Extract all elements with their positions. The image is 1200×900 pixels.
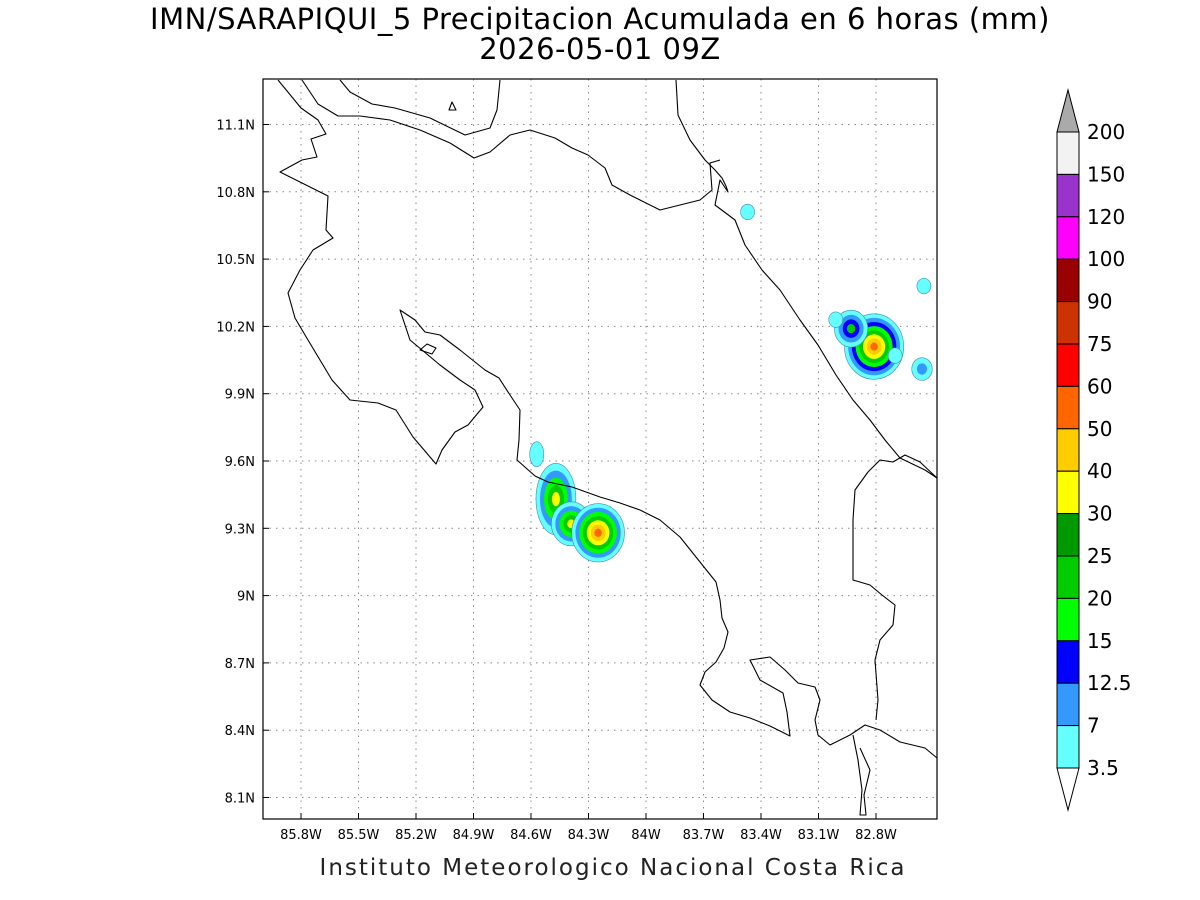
colorbar-label: 30: [1087, 502, 1112, 526]
y-tick-label: 10.2N: [216, 320, 255, 335]
coastline-north: [301, 79, 721, 211]
coastline-caribbean: [852, 454, 938, 721]
colorbar-label: 20: [1087, 586, 1112, 610]
coastline-main: [277, 79, 938, 759]
colorbar-label: 120: [1087, 205, 1125, 229]
precip-contour-50: [594, 528, 602, 537]
precip-contour-3_5: [916, 277, 932, 295]
x-tick-label: 84.9W: [453, 828, 495, 843]
coastline: [277, 79, 938, 816]
precip-contour-3_5: [740, 203, 755, 221]
coastline-south: [852, 734, 871, 816]
y-tick-label: 9.6N: [225, 455, 255, 470]
colorbar-label: 50: [1087, 417, 1112, 441]
map-frame: [262, 78, 938, 820]
y-tick-label: 9.3N: [225, 522, 255, 537]
x-tick-label: 85.5W: [338, 828, 380, 843]
colorbar: 200 150 120 100 90 75 60 50 40 30 25 20 15 12.5 7 3.5: [1056, 88, 1132, 812]
precip-contour-50: [870, 342, 878, 351]
colorbar-label: 90: [1087, 290, 1112, 314]
chart-title: IMN/SARAPIQUI_5 Precipitacion Acumulada …: [150, 2, 1050, 36]
colorbar-label: 3.5: [1087, 756, 1119, 780]
precip-contour-20: [846, 324, 856, 334]
colorbar-segment: [1056, 513, 1080, 557]
colorbar-label: 12.5: [1087, 671, 1132, 695]
colorbar-label: 40: [1087, 459, 1112, 483]
y-tick-label: 10.8N: [216, 186, 255, 201]
colorbar-segment: [1056, 131, 1080, 175]
colorbar-label: 75: [1087, 332, 1112, 356]
precip-contour-7: [916, 363, 928, 375]
y-tick-label: 11.1N: [216, 119, 255, 134]
colorbar-segment: [1056, 470, 1080, 515]
colorbar-segment: [1056, 640, 1080, 684]
island-1: [448, 101, 457, 111]
precip-contour-3_5: [887, 347, 903, 364]
precipitation-field: [529, 203, 933, 563]
x-tick-label: 84W: [631, 828, 661, 843]
colorbar-segment: [1056, 725, 1080, 769]
colorbar-segment: [1056, 555, 1080, 599]
x-tick-label: 83.4W: [740, 828, 782, 843]
colorbar-max-triangle: [1056, 88, 1080, 133]
colorbar-segment: [1056, 216, 1080, 260]
y-tick-label: 8.4N: [225, 724, 255, 739]
coastline-east: [675, 79, 938, 479]
colorbar-segment: [1056, 682, 1080, 727]
colorbar-min-triangle: [1056, 767, 1080, 812]
colorbar-label: 150: [1087, 162, 1125, 186]
credit-text: Instituto Meteorologico Nacional Costa R…: [319, 855, 907, 881]
colorbar-label: 200: [1087, 120, 1125, 144]
x-tick-label: 84.3W: [568, 828, 610, 843]
x-tick-label: 85.8W: [280, 828, 322, 843]
colorbar-label: 15: [1087, 629, 1112, 653]
precip-contour-30: [551, 491, 560, 507]
colorbar-segment: [1056, 173, 1080, 218]
colorbar-label: 7: [1087, 714, 1100, 738]
colorbar-segment: [1056, 343, 1080, 387]
x-axis-ticks: 85.8W 85.5W 85.2W 84.9W 84.6W 84.3W 84W 83.7W 83…: [280, 813, 897, 843]
colorbar-segment: [1056, 428, 1080, 472]
y-tick-label: 8.1N: [225, 792, 255, 807]
y-axis-ticks: 11.1N 10.8N 10.5N 10.2N 9.9N 9.6N 9.3N 9N 8.7N 8.…: [216, 119, 269, 807]
x-tick-label: 84.6W: [510, 828, 552, 843]
chart-subtitle: 2026-05-01 09Z: [479, 32, 721, 66]
x-tick-label: 82.8W: [855, 828, 897, 843]
colorbar-label: 25: [1087, 544, 1112, 568]
colorbar-segment: [1056, 385, 1080, 430]
y-tick-label: 10.5N: [216, 253, 255, 268]
lake-nicaragua-shore: [339, 79, 501, 136]
graticule: [263, 79, 937, 819]
x-tick-label: 83.7W: [683, 828, 725, 843]
colorbar-segment: [1056, 258, 1080, 303]
x-tick-label: 85.2W: [395, 828, 437, 843]
precip-contour-3_5: [828, 311, 844, 328]
island-2: [419, 343, 437, 355]
colorbar-segment: [1056, 301, 1080, 345]
precip-contour-3_5: [529, 441, 545, 468]
y-tick-label: 8.7N: [225, 657, 255, 672]
colorbar-label: 60: [1087, 374, 1112, 398]
y-tick-label: 9.9N: [225, 388, 255, 403]
colorbar-label: 100: [1087, 247, 1125, 271]
colorbar-segment: [1056, 597, 1080, 642]
y-tick-label: 9N: [237, 590, 255, 605]
x-tick-label: 83.1W: [798, 828, 840, 843]
